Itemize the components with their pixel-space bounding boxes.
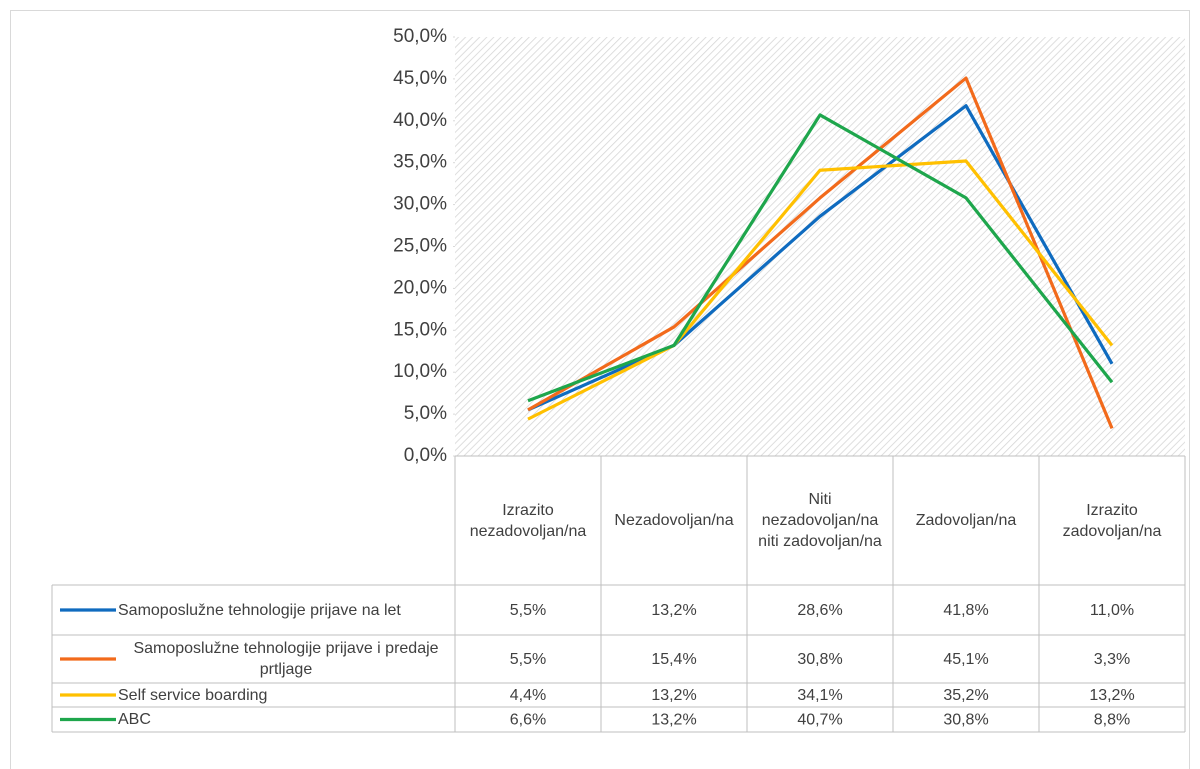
legend-label-box: Self service boarding [118, 686, 268, 704]
x-tick-label-box: Izrazito nezadovoljan/na [469, 501, 587, 540]
data-label: 30,8% [943, 712, 988, 729]
data-label: 13,2% [1089, 687, 1134, 704]
data-label: 11,0% [1090, 602, 1134, 619]
x-tick-label: Izrazito nezadovoljan/na [469, 501, 587, 540]
y-tick-label: 40,0% [393, 110, 447, 131]
y-tick-label: 20,0% [393, 277, 447, 298]
x-tick-label-box: Niti nezadovoljan/na niti zadovoljan/na [758, 491, 882, 550]
y-tick-label: 50,0% [393, 26, 447, 47]
data-label: 13,2% [651, 602, 696, 619]
x-tick-label: Zadovoljan/na [915, 512, 1017, 529]
data-label: 41,8% [943, 602, 988, 619]
legend-label: Samoposlužne tehnologije prijave na let [118, 601, 401, 619]
data-label: 5,5% [510, 651, 546, 668]
y-tick-label: 15,0% [393, 319, 447, 340]
x-tick-label-box: Nezadovoljan/na [614, 512, 734, 529]
data-label: 30,8% [797, 651, 842, 668]
data-label: 5,5% [510, 602, 546, 619]
data-label: 15,4% [651, 651, 696, 668]
data-label: 35,2% [943, 687, 988, 704]
data-label: 13,2% [651, 687, 696, 704]
y-tick-label: 45,0% [393, 68, 447, 89]
legend-label-box: Samoposlužne tehnologije prijave na let [118, 601, 401, 619]
legend-label: Self service boarding [118, 686, 268, 704]
data-label: 34,1% [797, 687, 842, 704]
y-tick-label: 25,0% [393, 236, 447, 257]
y-tick-label: 30,0% [393, 194, 447, 215]
y-tick-label: 0,0% [404, 445, 447, 466]
data-label: 6,6% [510, 712, 546, 729]
data-label: 13,2% [651, 712, 696, 729]
plot-area [455, 37, 1185, 456]
data-label: 3,3% [1094, 651, 1130, 668]
x-tick-label: Nezadovoljan/na [614, 512, 734, 529]
y-tick-label: 10,0% [393, 361, 447, 382]
chart-border [10, 10, 1190, 769]
data-label: 8,8% [1094, 712, 1130, 729]
legend-label: Samoposlužne tehnologije prijave i preda… [133, 640, 439, 678]
x-tick-label-box: Zadovoljan/na [915, 512, 1017, 529]
data-label: 45,1% [943, 651, 988, 668]
series-line [527, 113, 1114, 403]
legend-label: ABC [118, 711, 151, 728]
y-tick-label: 5,0% [404, 403, 447, 424]
legend-label-box: Samoposlužne tehnologije prijave i preda… [133, 640, 439, 678]
series-line [527, 76, 1114, 429]
x-tick-label: Izrazito zadovoljan/na [1062, 501, 1162, 540]
series-line [527, 159, 1114, 421]
x-tick-label: Niti nezadovoljan/na niti zadovoljan/na [758, 491, 882, 550]
y-tick-label: 35,0% [393, 152, 447, 173]
data-label: 28,6% [797, 602, 842, 619]
data-label: 40,7% [797, 712, 842, 729]
data-label: 4,4% [510, 687, 546, 704]
legend-label-box: ABC [118, 711, 151, 728]
x-tick-label-box: Izrazito zadovoljan/na [1062, 501, 1162, 540]
